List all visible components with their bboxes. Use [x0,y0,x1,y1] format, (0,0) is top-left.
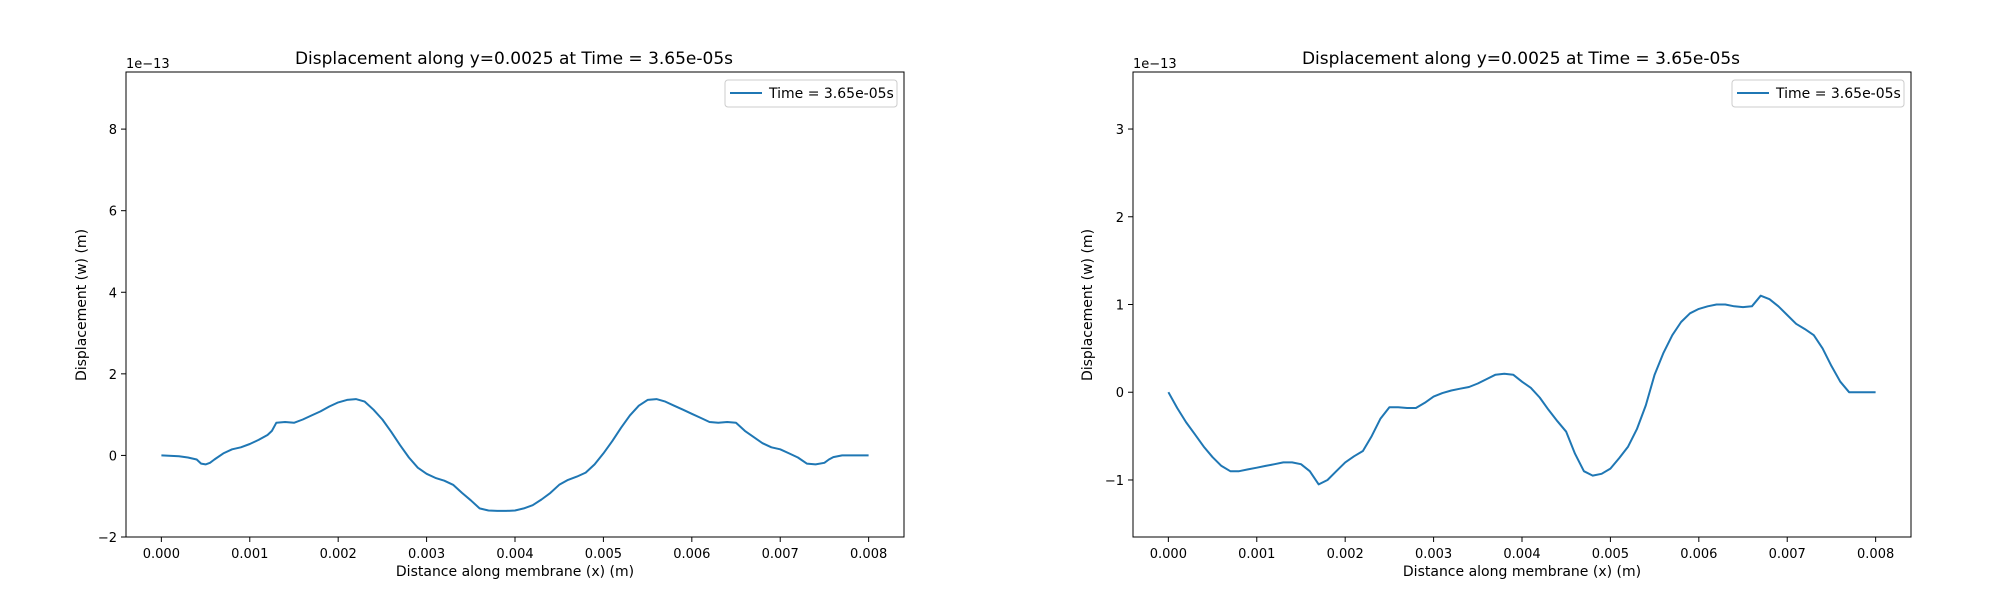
y-tick: −1 [1105,474,1133,489]
y-tick: −2 [98,531,126,546]
y-tick-label: 2 [1116,211,1124,226]
y-tick: 0 [1116,386,1133,401]
y-offset-label: 1e−13 [126,57,170,72]
x-tick-label: 0.000 [1150,547,1187,562]
plot-title: Displacement along y=0.0025 at Time = 3.… [295,49,733,69]
x-tick: 0.006 [673,537,710,562]
x-tick: 0.001 [231,537,268,562]
x-tick-label: 0.004 [496,547,533,562]
x-tick-label: 0.008 [1857,547,1894,562]
x-tick: 0.008 [850,537,887,562]
y-tick-label: 3 [1116,123,1124,138]
x-tick: 0.005 [1592,537,1629,562]
y-tick: 6 [109,205,126,220]
y-ticks: −2 0 2 4 6 8 [98,123,126,546]
y-tick: 8 [109,123,126,138]
y-ticks: −1 0 1 2 3 [1105,123,1133,489]
x-tick-label: 0.001 [1238,547,1275,562]
plot-frame [1132,71,1912,538]
x-tick-label: 0.000 [143,547,180,562]
y-tick-label: −2 [98,531,117,546]
x-tick: 0.004 [1503,537,1541,562]
y-tick: 1 [1116,299,1133,314]
x-axis-label: Distance along membrane (x) (m) [1403,564,1641,580]
y-tick: 0 [109,449,126,464]
x-tick-label: 0.008 [850,547,887,562]
y-tick-label: 6 [109,205,117,220]
x-tick-label: 0.007 [1769,547,1806,562]
x-tick: 0.004 [496,537,534,562]
x-tick-label: 0.002 [320,547,357,562]
x-ticks: 0.000 0.001 0.002 0.003 0.004 0.005 0.00… [143,537,887,562]
x-tick: 0.008 [1857,537,1894,562]
series-line [161,398,869,512]
y-tick-label: 4 [109,286,117,301]
legend-box [724,79,898,108]
y-tick-label: 0 [109,449,117,464]
legend: Time = 3.65e-05s [724,79,898,108]
legend-entry: Time = 3.65e-05s [1775,86,1901,102]
x-ticks: 0.000 0.001 0.002 0.003 0.004 0.005 0.00… [1150,537,1894,562]
x-tick-label: 0.001 [231,547,268,562]
x-tick: 0.003 [408,537,445,562]
plot-frame [125,71,905,538]
x-tick: 0.002 [1327,537,1364,562]
x-tick: 0.007 [762,537,799,562]
x-tick: 0.001 [1238,537,1275,562]
x-tick: 0.003 [1415,537,1452,562]
plot-right: Displacement along y=0.0025 at Time = 3.… [1080,49,1912,580]
y-tick-label: 0 [1116,386,1124,401]
y-tick: 3 [1116,123,1133,138]
x-tick: 0.007 [1769,537,1806,562]
x-tick-label: 0.004 [1503,547,1540,562]
x-tick-label: 0.003 [408,547,445,562]
x-axis-label: Distance along membrane (x) (m) [396,564,634,580]
x-tick: 0.006 [1680,537,1717,562]
series-line [1167,294,1876,486]
x-tick-label: 0.006 [673,547,710,562]
y-tick: 2 [109,368,126,383]
y-tick-label: 8 [109,123,117,138]
y-tick-label: 2 [109,368,117,383]
x-tick: 0.000 [143,537,180,562]
x-tick: 0.000 [1150,537,1187,562]
x-tick-label: 0.003 [1415,547,1452,562]
x-tick: 0.002 [320,537,357,562]
legend: Time = 3.65e-05s [1731,79,1905,108]
x-tick: 0.005 [585,537,622,562]
y-tick: 2 [1116,211,1133,226]
y-axis-label: Displacement (w) (m) [1080,229,1096,381]
y-offset-label: 1e−13 [1133,57,1177,72]
plot-title: Displacement along y=0.0025 at Time = 3.… [1302,49,1740,69]
x-tick-label: 0.005 [1592,547,1629,562]
y-tick-label: 1 [1116,299,1124,314]
x-tick-label: 0.005 [585,547,622,562]
x-tick-label: 0.002 [1327,547,1364,562]
y-tick: 4 [109,286,126,301]
legend-box [1731,79,1905,108]
y-axis-label: Displacement (w) (m) [74,229,90,381]
y-tick-label: −1 [1105,474,1124,489]
plot-left: Displacement along y=0.0025 at Time = 3.… [74,49,905,580]
x-tick-label: 0.006 [1680,547,1717,562]
x-tick-label: 0.007 [762,547,799,562]
legend-entry: Time = 3.65e-05s [768,86,894,102]
